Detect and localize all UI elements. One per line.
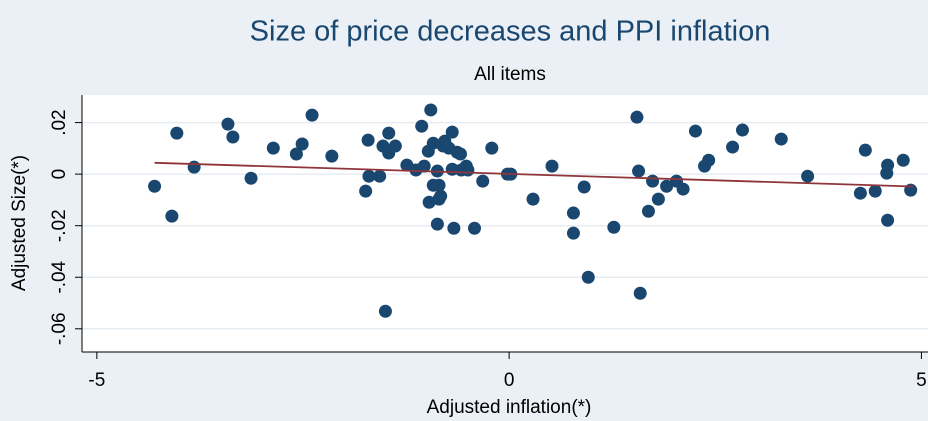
point [630, 110, 644, 124]
point [881, 158, 895, 172]
point [726, 140, 740, 154]
y-tick-label: 0 [49, 169, 70, 180]
point [430, 217, 444, 231]
point [388, 139, 402, 153]
point [165, 209, 179, 223]
point [221, 117, 235, 131]
point [566, 226, 580, 240]
point [467, 221, 481, 235]
point [660, 179, 674, 193]
plot-area [82, 95, 928, 352]
x-tick-label: 0 [504, 370, 515, 391]
chart-subtitle: All items [474, 64, 546, 85]
point [526, 192, 540, 206]
point [801, 169, 815, 183]
point [325, 149, 339, 163]
point [632, 164, 646, 178]
point [359, 184, 373, 198]
x-tick-label: 5 [916, 370, 927, 391]
point [266, 141, 280, 155]
point [378, 304, 392, 318]
x-tick-label: -5 [88, 370, 105, 391]
point [651, 192, 665, 206]
point [577, 180, 591, 194]
point [382, 126, 396, 140]
chart-title: Size of price decreases and PPI inflatio… [250, 16, 771, 48]
point [305, 108, 319, 122]
point [289, 147, 303, 161]
point [607, 220, 621, 234]
point [373, 169, 387, 183]
point [361, 133, 375, 147]
point [581, 270, 595, 284]
point [646, 174, 660, 188]
point [244, 171, 258, 185]
point [774, 132, 788, 146]
point [417, 159, 431, 173]
point [295, 137, 309, 151]
point [362, 169, 376, 183]
point [432, 178, 446, 192]
point [545, 159, 559, 173]
point [881, 213, 895, 227]
point [415, 119, 429, 133]
point [447, 221, 461, 235]
y-tick-label: -.06 [49, 312, 70, 345]
point [426, 136, 440, 150]
point [858, 143, 872, 157]
point [170, 126, 184, 140]
point [485, 141, 499, 155]
point [868, 184, 882, 198]
point [226, 130, 240, 144]
fit-line [154, 161, 914, 188]
point [187, 160, 201, 174]
point [688, 124, 702, 138]
x-axis-label: Adjusted inflation(*) [427, 397, 592, 418]
y-tick-label: -.02 [49, 209, 70, 242]
point [702, 153, 716, 167]
point [434, 189, 448, 203]
point [566, 206, 580, 220]
point [461, 163, 475, 177]
point [853, 186, 867, 200]
point [424, 103, 438, 117]
point [422, 195, 436, 209]
point [676, 182, 690, 196]
y-tick-label: -.04 [49, 260, 70, 293]
point [735, 123, 749, 137]
point [896, 153, 910, 167]
point [453, 147, 467, 161]
point [641, 204, 655, 218]
point [633, 286, 647, 300]
y-tick-label: .02 [49, 109, 70, 135]
y-axis-label: Adjusted Size(*) [9, 155, 30, 291]
point [476, 174, 490, 188]
point [445, 125, 459, 139]
point [148, 179, 162, 193]
